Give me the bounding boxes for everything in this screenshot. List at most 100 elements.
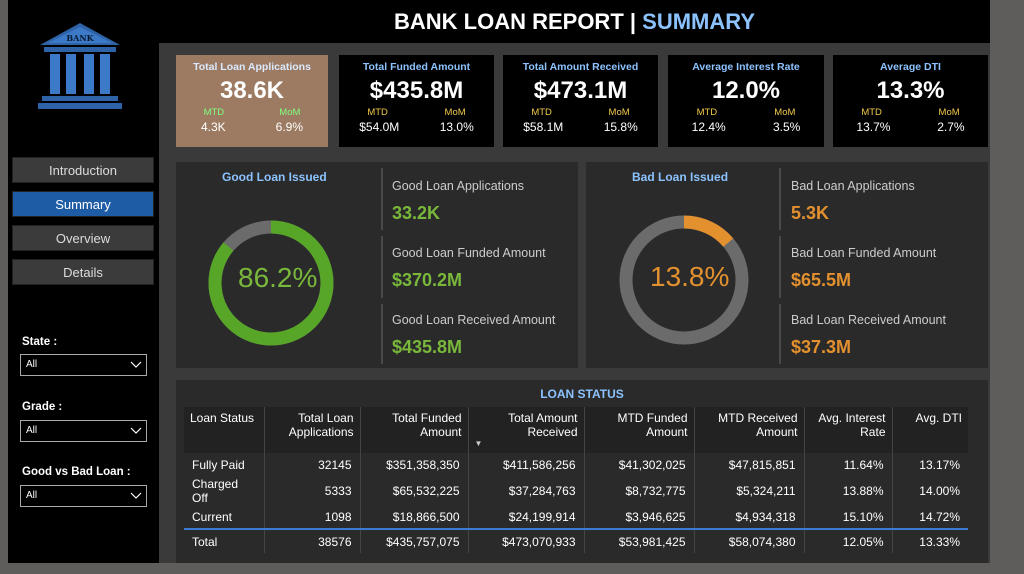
good-loan-received-label: Good Loan Received Amount xyxy=(392,313,556,327)
title-main: BANK LOAN REPORT | xyxy=(393,9,643,34)
table-cell: $37,284,763 xyxy=(468,477,585,505)
kpi-value: 38.6K xyxy=(219,77,285,104)
column-header[interactable]: Total Loan Applications xyxy=(264,407,361,453)
kpi-mom-value: 13.0% xyxy=(439,120,474,134)
kpi-mtd-label: MTD xyxy=(531,107,552,118)
nav-introduction-button[interactable]: Introduction xyxy=(12,157,154,183)
grade-filter-select[interactable]: All xyxy=(20,420,147,442)
grade-filter-label: Grade : xyxy=(22,401,63,413)
table-cell: 13.88% xyxy=(804,477,893,505)
nav-details-button[interactable]: Details xyxy=(12,259,154,285)
bad-loan-applications-label: Bad Loan Applications xyxy=(791,179,915,193)
table-cell: $53,981,425 xyxy=(584,528,695,553)
kpi-average-interest-rate: Average Interest Rate 12.0% MTD MoM 12.4%… xyxy=(668,55,824,147)
kpi-title: Average DTI xyxy=(880,61,941,73)
table-cell: $58,074,380 xyxy=(694,528,805,553)
kpi-mom-label: MoM xyxy=(938,107,960,118)
nav-overview-button[interactable]: Overview xyxy=(12,225,154,251)
kpi-mom-value: 3.5% xyxy=(772,120,801,134)
table-row[interactable]: Current 1098 $18,866,500 $24,199,914 $3,946,… xyxy=(184,505,968,529)
title-accent: SUMMARY xyxy=(642,9,755,34)
state-filter-select[interactable]: All xyxy=(20,354,147,376)
table-cell: $4,934,318 xyxy=(694,505,805,529)
column-header[interactable]: Avg. DTI xyxy=(915,411,962,425)
kpi-title: Total Loan Applications xyxy=(193,61,311,73)
table-cell: 32145 xyxy=(264,453,361,477)
column-header[interactable]: MTD Received Amount xyxy=(694,407,805,453)
column-header[interactable]: Loan Status xyxy=(184,407,265,453)
table-cell: 13.17% xyxy=(919,458,960,472)
bad-loan-title: Bad Loan Issued xyxy=(632,170,729,184)
good-loan-applications-value: 33.2K xyxy=(392,203,441,223)
kpi-title: Average Interest Rate xyxy=(692,61,800,73)
kpi-mtd-value: 4.3K xyxy=(200,120,226,134)
table-cell: 1098 xyxy=(264,505,361,529)
column-header[interactable]: Total Funded Amount xyxy=(360,407,469,453)
table-cell: $5,324,211 xyxy=(694,477,805,505)
bad-loan-funded-value: $65.5M xyxy=(791,270,852,290)
kpi-value: $435.8M xyxy=(369,77,464,104)
kpi-mom-value: 6.9% xyxy=(275,120,303,134)
good-loan-percent: 86.2% xyxy=(238,262,318,293)
chevron-down-icon xyxy=(130,427,142,434)
kpi-mtd-label: MTD xyxy=(367,107,388,118)
chevron-down-icon xyxy=(130,361,142,368)
divider xyxy=(779,236,781,298)
table-cell: 38576 xyxy=(264,528,361,553)
sort-descending-icon[interactable]: ▼ xyxy=(474,439,483,448)
bad-loan-percent: 13.8% xyxy=(650,261,730,292)
column-header[interactable]: Avg. Interest Rate xyxy=(804,407,893,453)
kpi-mtd-value: $54.0M xyxy=(359,120,400,134)
divider xyxy=(381,304,383,364)
nav-summary-button[interactable]: Summary xyxy=(12,191,154,217)
state-filter-value: All xyxy=(26,359,38,370)
column-header-sorted[interactable]: Total Amount Received ▼ xyxy=(468,407,585,453)
good-bad-filter-select[interactable]: All xyxy=(20,485,147,507)
table-cell: 14.00% xyxy=(919,484,960,498)
bank-logo-icon: BANK xyxy=(38,23,122,109)
table-cell: $41,302,025 xyxy=(584,453,695,477)
column-header[interactable]: MTD Funded Amount xyxy=(584,407,695,453)
kpi-mtd-value: 12.4% xyxy=(691,120,726,134)
kpi-title: Total Amount Received xyxy=(522,61,639,73)
logo-text: BANK xyxy=(66,33,94,43)
table-cell: 14.72% xyxy=(919,509,960,524)
good-loan-panel: Good Loan Issued 86.2% Good Loan Applica… xyxy=(176,162,578,368)
bad-loan-received-label: Bad Loan Received Amount xyxy=(791,313,946,327)
table-row[interactable]: Fully Paid 32145 $351,358,350 $411,586,256 $… xyxy=(184,453,968,477)
good-loan-received-value: $435.8M xyxy=(392,337,463,357)
bad-loan-funded-label: Bad Loan Funded Amount xyxy=(791,246,937,260)
table-cell: 13.33% xyxy=(892,528,968,553)
divider xyxy=(381,236,383,298)
kpi-total-loan-applications: Total Loan Applications 38.6K MTD MoM 4.3… xyxy=(176,55,328,147)
table-cell: Charged Off xyxy=(184,477,265,505)
good-bad-filter-value: All xyxy=(26,490,38,501)
kpi-value: $473.1M xyxy=(533,77,628,104)
good-loan-donut xyxy=(208,220,334,346)
kpi-mom-label: MoM xyxy=(444,107,466,118)
bad-loan-arc xyxy=(619,215,749,345)
kpi-mom-label: MoM xyxy=(608,107,630,118)
kpi-mom-label: MoM xyxy=(279,107,301,118)
good-loan-title: Good Loan Issued xyxy=(222,170,327,184)
table-cell: $24,199,914 xyxy=(468,505,585,529)
chevron-down-icon xyxy=(130,492,142,499)
bad-loan-received-value: $37.3M xyxy=(791,337,852,357)
good-loan-applications-label: Good Loan Applications xyxy=(392,179,525,193)
table-cell: $47,815,851 xyxy=(694,453,805,477)
good-loan-funded-value: $370.2M xyxy=(392,270,463,290)
kpi-value: 13.3% xyxy=(876,77,945,104)
table-cell: 11.64% xyxy=(804,453,893,477)
kpi-value: 12.0% xyxy=(711,77,781,104)
table-total-row[interactable]: Total 38576 $435,757,075 $473,070,933 $53,98… xyxy=(184,528,968,553)
divider xyxy=(779,304,781,364)
table-cell: $411,586,256 xyxy=(468,453,585,477)
table-cell: $435,757,075 xyxy=(360,528,469,553)
state-filter-label: State : xyxy=(22,336,58,348)
loan-status-title: LOAN STATUS xyxy=(540,387,624,401)
good-loan-funded-label: Good Loan Funded Amount xyxy=(392,246,546,260)
kpi-mom-label: MoM xyxy=(774,107,796,118)
table-row[interactable]: Charged Off 5333 $65,532,225 $37,284,763 $8,… xyxy=(184,477,968,505)
kpi-mom-value: 2.7% xyxy=(937,120,965,134)
table-cell: Total xyxy=(184,528,265,553)
